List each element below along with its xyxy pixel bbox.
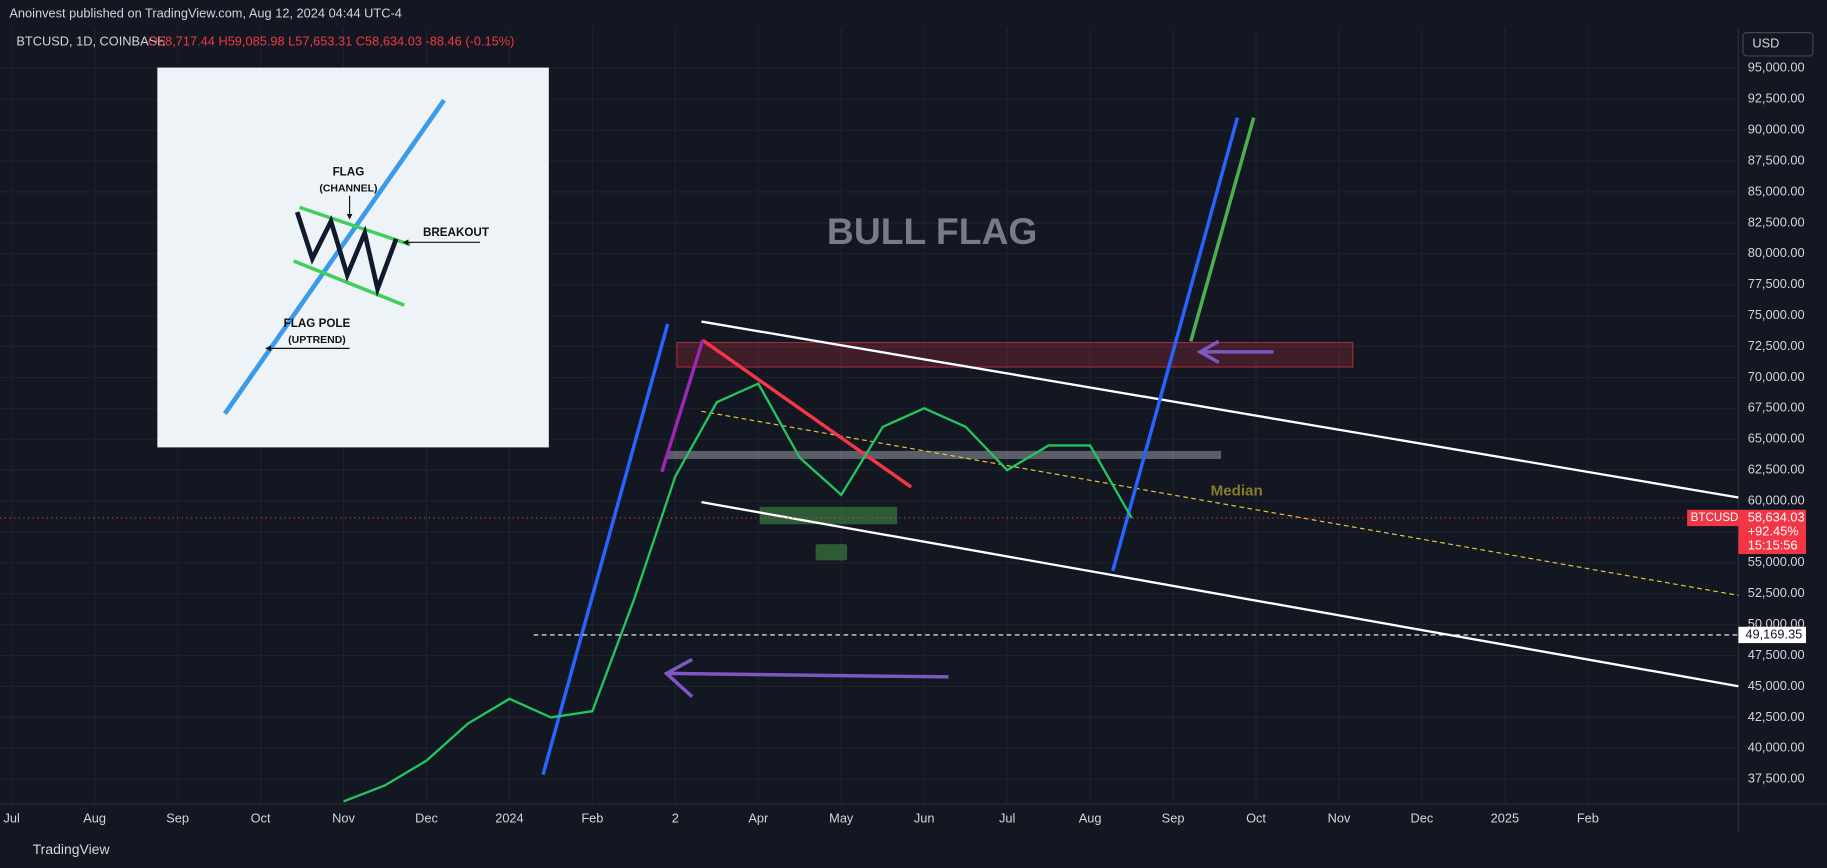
currency-box[interactable] xyxy=(1742,32,1814,57)
currency[interactable]: USD xyxy=(1752,36,1779,51)
y-tick-label: 92,500.00 xyxy=(1748,91,1805,106)
y-tick-label: 40,000.00 xyxy=(1748,740,1805,755)
price-tag xyxy=(1738,509,1806,555)
x-tick-label: Oct xyxy=(251,810,271,825)
y-tick-label: 45,000.00 xyxy=(1748,678,1805,693)
trend-line xyxy=(701,338,913,489)
inset-label: BREAKOUT xyxy=(423,226,489,239)
y-tick-label: 85,000.00 xyxy=(1748,183,1805,198)
x-tick-label: Feb xyxy=(1577,810,1599,825)
inset-zigzag xyxy=(294,211,399,298)
level-tag xyxy=(1738,626,1806,644)
y-tick-label: 47,500.00 xyxy=(1748,647,1805,662)
trend-line xyxy=(660,339,705,473)
y-tick-label: 60,000.00 xyxy=(1748,492,1805,507)
change-label: +92.45% xyxy=(1748,523,1799,538)
resistance-zone xyxy=(676,341,1354,368)
inset-label: (UPTREND) xyxy=(288,335,346,346)
ohlc: O58,717.44 H59,085.98 L57,653.31 C58,634… xyxy=(148,33,514,48)
y-tick-label: 87,500.00 xyxy=(1748,152,1805,167)
inset-label: FLAG POLE xyxy=(284,317,351,330)
median-label: Median xyxy=(1211,483,1263,500)
y-tick-label: 95,000.00 xyxy=(1748,60,1805,75)
projection-line xyxy=(1189,117,1256,342)
inset-pole xyxy=(223,98,446,415)
x-tick-label: 2025 xyxy=(1491,810,1519,825)
symbol: BTCUSD, 1D, COINBASE xyxy=(16,33,165,48)
arrow xyxy=(663,657,949,699)
brand: TradingView xyxy=(33,841,111,857)
y-tick-label: 55,000.00 xyxy=(1748,554,1805,569)
x-tick-label: Aug xyxy=(83,810,106,825)
symbol-tag xyxy=(1687,509,1739,527)
y-tick-label: 82,500.00 xyxy=(1748,214,1805,229)
y-tick-label: 37,500.00 xyxy=(1748,771,1805,786)
publisher: Anoinvest published on TradingView.com, … xyxy=(9,5,401,20)
y-tick-label: 77,500.00 xyxy=(1748,276,1805,291)
y-tick-label: 72,500.00 xyxy=(1748,338,1805,353)
x-tick-label: Jul xyxy=(4,810,20,825)
y-tick-label: 42,500.00 xyxy=(1748,709,1805,724)
title: BULL FLAG xyxy=(827,210,1037,252)
x-tick-label: Nov xyxy=(1328,810,1351,825)
price-label: 58,634.03 xyxy=(1748,509,1805,524)
x-tick-label: May xyxy=(829,810,854,825)
footer xyxy=(0,833,1827,868)
x-tick-label: 2 xyxy=(672,810,679,825)
y-tick-label: 62,500.00 xyxy=(1748,462,1805,477)
x-tick-label: Feb xyxy=(581,810,603,825)
demand-zone xyxy=(815,544,848,561)
x-tick-label: Dec xyxy=(1411,810,1434,825)
price-line xyxy=(343,382,1133,803)
symbol-label: BTCUSD xyxy=(1691,511,1739,524)
inset-label: (CHANNEL) xyxy=(319,184,377,195)
inset-channel xyxy=(298,205,411,247)
inset-channel xyxy=(293,259,406,307)
x-tick-label: Dec xyxy=(415,810,438,825)
x-tick-label: Apr xyxy=(748,810,769,825)
x-tick-label: Sep xyxy=(166,810,189,825)
y-tick-label: 75,000.00 xyxy=(1748,307,1805,322)
arrow xyxy=(1196,339,1274,364)
x-tick-label: 2024 xyxy=(495,810,523,825)
projection-line xyxy=(1111,117,1240,572)
x-tick-label: Oct xyxy=(1246,810,1266,825)
y-tick-label: 70,000.00 xyxy=(1748,369,1805,384)
y-tick-label: 67,500.00 xyxy=(1748,400,1805,415)
x-tick-label: Sep xyxy=(1162,810,1185,825)
x-tick-label: Jun xyxy=(914,810,935,825)
y-tick-label: 80,000.00 xyxy=(1748,245,1805,260)
pole-line xyxy=(541,323,670,776)
x-tick-label: Nov xyxy=(332,810,355,825)
level-label: 49,169.35 xyxy=(1745,626,1802,641)
y-tick-label: 90,000.00 xyxy=(1748,122,1805,137)
x-tick-label: Aug xyxy=(1079,810,1102,825)
demand-zone xyxy=(759,506,898,525)
countdown: 15:15:56 xyxy=(1748,537,1798,552)
support-zone xyxy=(666,450,1222,460)
x-tick-label: Jul xyxy=(999,810,1015,825)
channel-bottom xyxy=(701,501,1739,688)
y-tick-label: 52,500.00 xyxy=(1748,585,1805,600)
channel-top xyxy=(701,320,1739,499)
inset-label: FLAG xyxy=(333,166,365,179)
y-tick-label: 65,000.00 xyxy=(1748,431,1805,446)
